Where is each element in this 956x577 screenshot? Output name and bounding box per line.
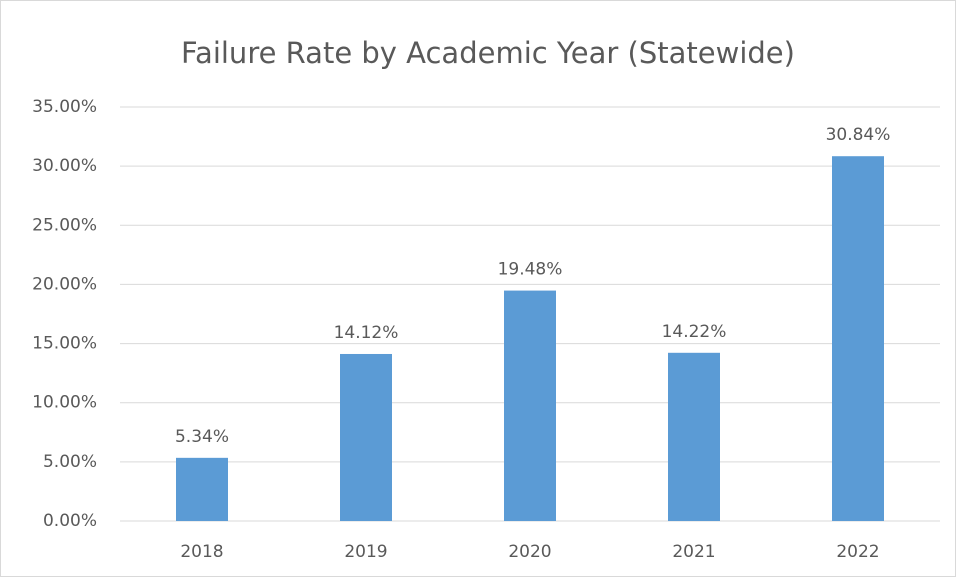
y-tick-label: 5.00% — [43, 452, 97, 472]
y-tick-label: 20.00% — [32, 274, 97, 294]
y-tick-label: 35.00% — [32, 97, 97, 117]
bar — [340, 353, 392, 521]
y-tick-label: 0.00% — [43, 511, 97, 531]
x-tick-label: 2018 — [180, 542, 223, 562]
data-label: 19.48% — [498, 260, 563, 280]
y-tick-label: 15.00% — [32, 334, 97, 354]
x-tick-label: 2022 — [836, 542, 879, 562]
y-tick-label: 10.00% — [32, 393, 97, 413]
data-label: 5.34% — [175, 427, 229, 447]
bar — [176, 457, 228, 521]
data-label: 30.84% — [826, 125, 891, 145]
bar — [504, 290, 556, 521]
x-tick-label: 2019 — [344, 542, 387, 562]
chart-title: Failure Rate by Academic Year (Statewide… — [181, 36, 795, 70]
bar — [832, 156, 884, 522]
y-tick-label: 30.00% — [32, 156, 97, 176]
y-tick-label: 25.00% — [32, 215, 97, 235]
data-label: 14.12% — [334, 323, 399, 343]
x-tick-label: 2020 — [508, 542, 551, 562]
data-label: 14.22% — [662, 322, 727, 342]
bar — [668, 352, 720, 521]
x-tick-label: 2021 — [672, 542, 715, 562]
